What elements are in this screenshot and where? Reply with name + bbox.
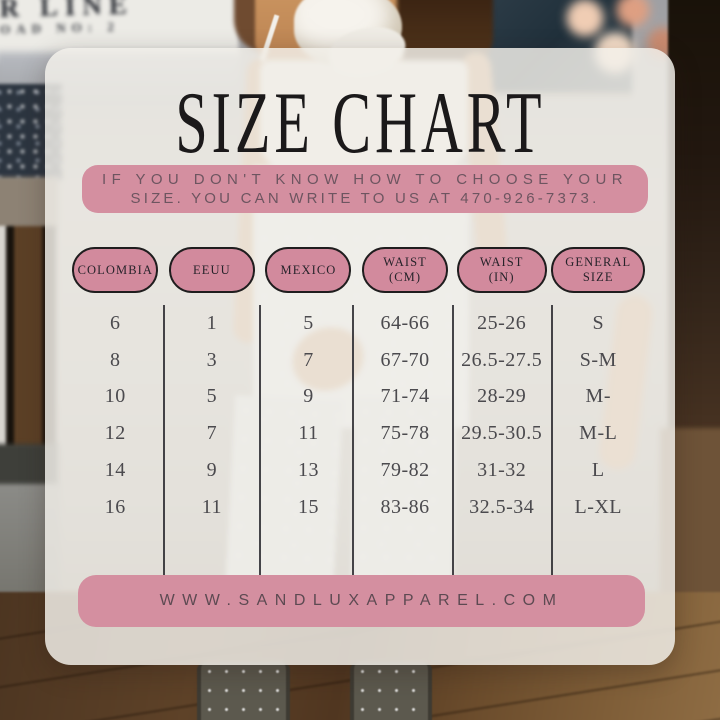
column-header-general-size: GENERAL SIZE — [551, 247, 646, 293]
table-cell: 7 — [206, 422, 218, 445]
column-divider — [352, 305, 354, 593]
jeans-hem-right — [350, 662, 432, 720]
jeans-hem-left — [197, 662, 290, 720]
column-header-colombia: COLOMBIA — [72, 247, 159, 293]
table-cell: 29.5-30.5 — [461, 422, 543, 445]
table-cell: S — [592, 311, 605, 334]
info-banner-line2: SIZE. YOU CAN WRITE TO US AT 470-926-737… — [130, 190, 600, 207]
table-cell: 64-66 — [380, 311, 430, 334]
table-cell: 3 — [206, 348, 218, 371]
table-cell: 12 — [104, 422, 126, 445]
table-cell: 75-78 — [380, 422, 430, 445]
door-frame-right — [668, 0, 720, 438]
table-cell: S-M — [579, 348, 617, 371]
table-cell: 1 — [206, 311, 218, 334]
table-cell: 9 — [206, 459, 218, 482]
table-cell: 10 — [104, 385, 126, 408]
table-cell: M-L — [579, 422, 618, 445]
table-cell: 11 — [298, 422, 319, 445]
size-table-header: COLOMBIA EEUU MEXICO WAIST (CM) WAIST (IN)… — [67, 247, 647, 293]
table-cell: 11 — [201, 495, 223, 518]
info-banner: IF YOU DON'T KNOW HOW TO CHOOSE YOUR SIZ… — [82, 165, 648, 213]
table-cell: 7 — [303, 348, 314, 371]
table-cell: 15 — [297, 495, 319, 518]
table-cell: 67-70 — [380, 348, 430, 371]
table-cell: 32.5-34 — [469, 495, 535, 518]
table-cell: 6 — [110, 311, 121, 334]
table-cell: 71-74 — [380, 385, 430, 408]
column-header-mexico: MEXICO — [265, 247, 352, 293]
table-cell: 26.5-27.5 — [461, 348, 543, 371]
table-cell: L — [591, 459, 605, 482]
column-divider — [259, 305, 261, 593]
website-banner: WWW.SANDLUXAPPAREL.COM — [78, 575, 645, 627]
table-cell: M- — [585, 385, 611, 408]
size-table-body: 6 1 5 64-66 25-26 S 8 3 7 67-70 26.5-27.… — [67, 305, 647, 526]
table-cell: 5 — [303, 311, 314, 334]
column-header-waist-cm: WAIST (CM) — [362, 247, 449, 293]
column-header-waist-in: WAIST (IN) — [456, 247, 547, 293]
table-cell: 79-82 — [380, 459, 430, 482]
column-divider — [452, 305, 454, 593]
table-cell: 16 — [104, 495, 126, 518]
column-divider — [551, 305, 553, 593]
table-cell: 31-32 — [477, 459, 527, 482]
table-cell: 14 — [104, 459, 126, 482]
table-cell: 9 — [303, 385, 314, 408]
table-cell: 8 — [110, 348, 121, 371]
website-text: WWW.SANDLUXAPPAREL.COM — [159, 592, 564, 609]
page-title: SIZE CHART — [174, 74, 546, 172]
column-divider — [163, 305, 165, 593]
table-cell: L-XL — [574, 495, 623, 518]
info-banner-line1: IF YOU DON'T KNOW HOW TO CHOOSE YOUR — [102, 170, 628, 188]
overlay-panel: SIZE CHART IF YOU DON'T KNOW HOW TO CHOO… — [45, 48, 675, 665]
table-cell: 83-86 — [380, 495, 430, 518]
table-cell: 28-29 — [477, 385, 527, 408]
column-header-eeuu: EEUU — [168, 247, 255, 293]
table-cell: 13 — [297, 459, 319, 482]
table-cell: 25-26 — [477, 311, 527, 334]
table-cell: 5 — [206, 385, 218, 408]
